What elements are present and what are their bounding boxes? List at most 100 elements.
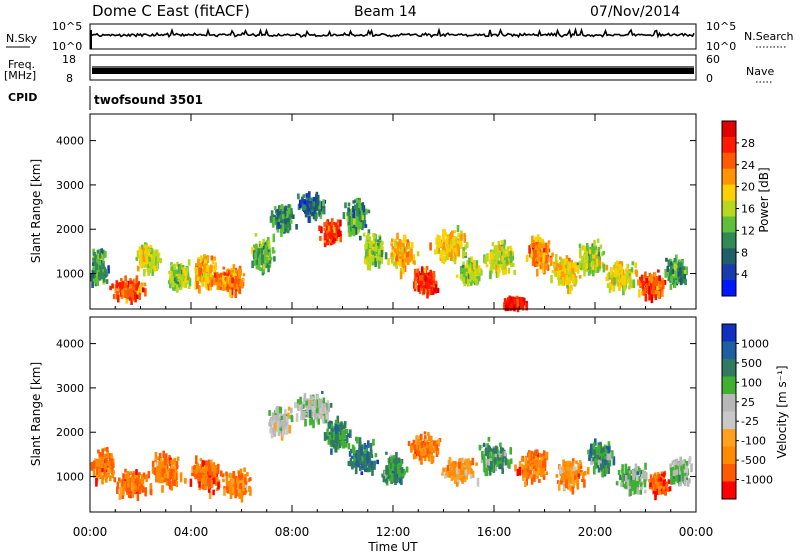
echo-cluster xyxy=(342,197,371,241)
power-scatter xyxy=(90,191,688,313)
colorbar-tick-label: -100 xyxy=(741,435,766,448)
colorbar-tick-label: 8 xyxy=(741,246,748,259)
beam-label: Beam 14 xyxy=(354,4,417,20)
colorbar-tick-label: 100 xyxy=(741,376,762,389)
colorbar-tick-label: -500 xyxy=(741,454,766,467)
power-panel: 1000 2000 3000 4000 Slant Range [km] 28 24 20… xyxy=(29,113,771,313)
colorbar-swatch xyxy=(722,341,736,360)
colorbar-swatch xyxy=(722,152,736,170)
nsky-panel: N.Sky 10^5 10^0 10^5 10^0 N.Search xyxy=(6,20,794,53)
echo-cluster xyxy=(525,234,556,277)
velocity-colorbar-label: Velocity [m s⁻¹] xyxy=(775,365,789,458)
cpid-panel: CPID twofsound 3501 xyxy=(8,86,203,110)
echo-cluster xyxy=(268,406,294,441)
echo-cluster xyxy=(168,259,192,293)
echo-cluster xyxy=(605,260,638,296)
echo-cluster xyxy=(483,239,516,280)
colorbar-swatch xyxy=(722,216,736,233)
echo-cluster xyxy=(90,446,116,487)
colorbar-swatch xyxy=(722,121,736,138)
y-tick-label: 1000 xyxy=(56,268,84,281)
echo-cluster xyxy=(135,242,162,277)
echo-cluster xyxy=(407,431,442,465)
power-y-label: Slant Range [km] xyxy=(29,159,43,263)
echo-cluster xyxy=(637,269,667,304)
colorbar-swatch xyxy=(722,394,736,412)
nsearch-label: N.Search xyxy=(744,30,794,43)
echo-cluster xyxy=(550,254,582,295)
echo-cluster xyxy=(555,458,590,495)
y-tick-label: 2000 xyxy=(56,426,84,439)
colorbar-swatch xyxy=(722,359,736,377)
nave-label: Nave xyxy=(746,65,774,78)
freq-label: Freq. xyxy=(8,58,35,71)
x-tick-label: 20:00 xyxy=(578,525,613,539)
echo-cluster xyxy=(90,248,110,288)
colorbar-tick-label: 12 xyxy=(741,224,755,237)
colorbar-swatch xyxy=(722,324,736,342)
freq-trace xyxy=(92,68,694,74)
colorbar-swatch xyxy=(722,136,736,154)
echo-cluster xyxy=(381,451,409,486)
colorbar-tick-label: -25 xyxy=(741,415,759,428)
echo-cluster xyxy=(413,266,440,299)
colorbar-swatch xyxy=(722,248,736,265)
echo-cluster xyxy=(297,191,326,223)
station-title: Dome C East (fitACF) xyxy=(92,2,250,20)
power-colorbar-label: Power [dB] xyxy=(757,167,771,232)
colorbar-swatch xyxy=(722,232,736,249)
echo-cluster xyxy=(116,468,153,502)
colorbar-swatch xyxy=(722,376,736,395)
x-tick-label: 00:00 xyxy=(679,525,714,539)
colorbar-swatch xyxy=(722,446,736,465)
echo-cluster xyxy=(194,254,219,294)
velocity-colorbar: 1000 500 100 25 -25 -100 -500 -1000 xyxy=(721,323,773,500)
nsky-tick-top: 10^5 xyxy=(52,20,82,33)
y-tick-label: 4000 xyxy=(56,135,84,148)
x-tick-label: 08:00 xyxy=(275,525,310,539)
freq-panel: Freq. [MHz] 18 8 60 0 Nave xyxy=(4,53,774,85)
y-tick-label: 2000 xyxy=(56,223,84,236)
echo-cluster xyxy=(441,456,480,487)
colorbar-swatch xyxy=(722,280,736,297)
x-tick-label: 12:00 xyxy=(376,525,411,539)
x-tick-label: 00:00 xyxy=(73,525,108,539)
echo-cluster xyxy=(648,470,672,501)
echo-cluster xyxy=(387,232,420,280)
nsky-trace xyxy=(90,27,695,49)
colorbar-tick-label: 16 xyxy=(741,203,755,216)
echo-cluster xyxy=(223,467,252,503)
colorbar-swatch xyxy=(722,168,736,186)
echo-cluster xyxy=(502,295,529,313)
echo-cluster xyxy=(318,218,342,248)
time-axis: 00:00 04:00 08:00 12:00 16:00 20:00 00:00 xyxy=(73,114,714,539)
echo-cluster xyxy=(109,275,147,305)
y-tick-label: 4000 xyxy=(56,338,84,351)
echo-cluster xyxy=(587,438,616,478)
cpid-label: CPID xyxy=(8,91,37,104)
y-tick-label: 3000 xyxy=(56,382,84,395)
velocity-scatter xyxy=(90,390,693,503)
colorbar-swatch xyxy=(722,481,736,500)
colorbar-tick-label: 20 xyxy=(741,181,755,194)
echo-cluster xyxy=(576,238,606,277)
velocity-y-axis: 1000 2000 3000 4000 xyxy=(56,338,696,484)
nsearch-tick-bottom: 10^0 xyxy=(706,40,736,53)
echo-cluster xyxy=(429,225,469,265)
nave-tick-top: 60 xyxy=(706,53,720,66)
echo-cluster xyxy=(211,264,246,299)
x-tick-label: 04:00 xyxy=(174,525,209,539)
power-colorbar: 28 24 20 16 12 8 4 xyxy=(721,120,755,297)
echo-cluster xyxy=(664,254,688,290)
colorbar-swatch xyxy=(722,411,736,430)
colorbar-swatch xyxy=(722,264,736,281)
nsky-label: N.Sky xyxy=(6,32,38,45)
echo-cluster xyxy=(615,462,648,497)
velocity-y-label: Slant Range [km] xyxy=(29,362,43,466)
echo-cluster xyxy=(669,456,693,487)
cpid-value: twofsound 3501 xyxy=(94,93,203,107)
echo-cluster xyxy=(323,415,352,455)
x-axis-label: Time UT xyxy=(367,540,418,554)
colorbar-tick-label: 1000 xyxy=(741,337,769,350)
colorbar-tick-label: 500 xyxy=(741,357,762,370)
